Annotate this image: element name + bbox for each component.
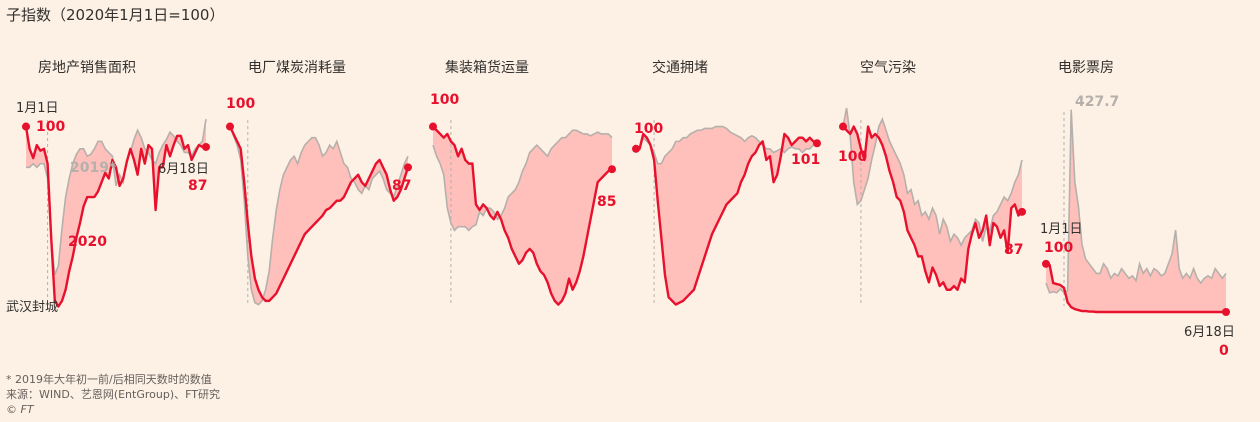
gap-area [843,108,1022,290]
series-2019-line [432,129,613,232]
lockdown-label: 武汉封城 [6,300,58,315]
end-point [608,165,616,174]
start-value-label: 100 [1044,240,1073,256]
panel-title: 空气污染 [860,60,916,76]
start-date-label: 1月1日 [16,101,59,116]
series-2020-line [24,126,206,308]
end-value-label: 0 [1219,343,1229,359]
gap-area [230,126,408,305]
footnote-block: * 2019年大年初一前/后相同天数时的数值 来源：WIND、艺恩网(EntGr… [6,372,220,417]
start-point [632,144,640,153]
gap-area [636,126,817,305]
series-2019-line [635,125,818,165]
start-value-label: 100 [838,149,867,165]
start-point [22,122,30,131]
series-2019-line [229,126,409,306]
start-value-label: 100 [634,121,663,137]
panel-title: 交通拥堵 [652,59,708,76]
series-2020-line [842,125,1023,291]
start-point [226,122,234,131]
series-2019-label: 2019* [70,160,117,176]
series-2020-label: 2020 [68,234,107,250]
start-value-label: 100 [36,119,65,135]
start-value-label: 100 [226,96,255,112]
end-point [202,142,210,151]
footnote-copyright: © FT [6,403,34,416]
end-date-label: 6月18日 [1184,325,1235,340]
end-value-label: 101 [791,152,820,168]
end-date-label: 6月18日 [158,162,209,177]
start-point [1042,259,1050,268]
end-value-label: 85 [597,194,616,210]
chart-title: 子指数（2020年1月1日=100） [6,6,225,24]
end-point [1018,207,1026,216]
series-2020-line [228,126,410,303]
series-2020-line [1045,262,1226,314]
gap-area [433,126,612,305]
panel-title: 集装箱货运量 [445,59,529,76]
series-2019-line [842,107,1023,248]
panel-title: 房地产销售面积 [38,60,136,76]
end-value-label: 87 [1004,242,1023,258]
end-point [1222,308,1230,316]
start-point [429,122,437,131]
end-value-label: 87 [188,178,207,194]
panel-title: 电影票房 [1058,60,1114,76]
end-point [404,163,412,172]
series-2019-line [1045,109,1227,294]
series-2020-line [636,132,818,306]
series-2020-line [432,125,613,306]
end-value-label: 87 [392,178,411,194]
start-point [839,122,847,131]
panel-title: 电厂煤炭消耗量 [248,60,346,76]
peak-value-label: 427.7 [1075,94,1119,110]
footnote-note: * 2019年大年初一前/后相同天数时的数值 [6,373,212,386]
start-date-label: 1月1日 [1040,222,1083,237]
end-point [813,139,821,148]
start-value-label: 100 [430,92,459,108]
footnote-source: 来源：WIND、艺恩网(EntGroup)、FT研究 [6,388,220,401]
